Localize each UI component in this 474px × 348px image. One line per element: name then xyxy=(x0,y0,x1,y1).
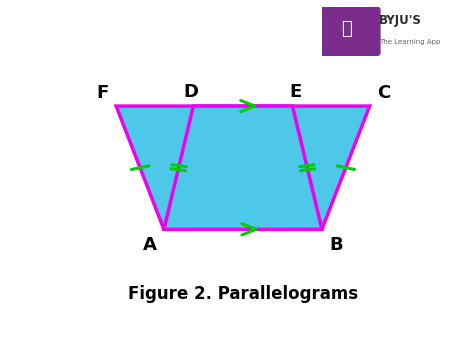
Text: B: B xyxy=(329,236,343,254)
Text: The Learning App: The Learning App xyxy=(379,39,440,45)
Text: D: D xyxy=(183,83,198,101)
Text: E: E xyxy=(289,83,301,101)
Text: Figure 2. Parallelograms: Figure 2. Parallelograms xyxy=(128,285,358,303)
Text: A: A xyxy=(143,236,157,254)
Text: C: C xyxy=(377,84,390,102)
Text: Ⓑ: Ⓑ xyxy=(341,20,352,38)
Polygon shape xyxy=(164,106,322,229)
Polygon shape xyxy=(116,106,370,229)
Text: F: F xyxy=(96,84,109,102)
FancyBboxPatch shape xyxy=(312,6,381,57)
Text: BYJU'S: BYJU'S xyxy=(379,14,422,27)
